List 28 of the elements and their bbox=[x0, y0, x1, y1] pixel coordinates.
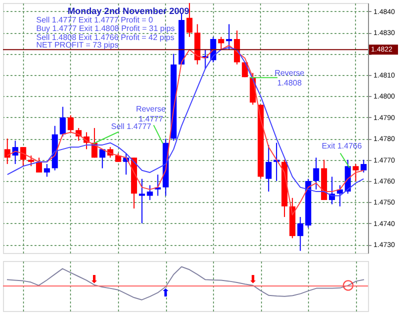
annotation: ⬇ bbox=[248, 273, 258, 286]
annotation: Sell 1.4777 bbox=[111, 122, 152, 132]
annotation: Buy 1.4777 Exit 1.4808 Profit = 31 pips bbox=[36, 24, 175, 34]
candlestick bbox=[60, 106, 66, 137]
candlestick bbox=[313, 157, 320, 190]
candlestick bbox=[226, 24, 232, 50]
candlestick bbox=[20, 146, 26, 167]
annotation: Exit 1.4766 bbox=[322, 141, 362, 150]
candlestick bbox=[28, 155, 34, 167]
chart-title: Monday 2nd November 2009 bbox=[68, 6, 190, 16]
annotation: ⬇ bbox=[90, 273, 99, 286]
candlestick bbox=[352, 164, 359, 182]
candlestick bbox=[138, 178, 145, 224]
annotation: Reverse 1.4777 bbox=[136, 104, 166, 124]
candlestick bbox=[146, 184, 153, 201]
candlestick bbox=[218, 36, 224, 50]
candlestick bbox=[68, 114, 74, 133]
candlestick bbox=[44, 164, 50, 178]
annotation: ⬆ bbox=[161, 286, 170, 300]
candlestick bbox=[266, 144, 272, 192]
candlestick bbox=[360, 159, 367, 173]
candlestick bbox=[4, 138, 10, 165]
candlestick bbox=[99, 148, 106, 169]
annotation: NET PROFIT = 73 pips bbox=[36, 40, 118, 50]
annotation: Sell 1.4777 Exit 1.4777 Profit = 0 bbox=[36, 15, 154, 24]
candlestick bbox=[36, 157, 42, 173]
annotation: Sell 1.4808 Exit 1.4766 Profit = 42 pips bbox=[36, 32, 174, 42]
annotation: Reverse 1.4808 bbox=[274, 68, 305, 88]
